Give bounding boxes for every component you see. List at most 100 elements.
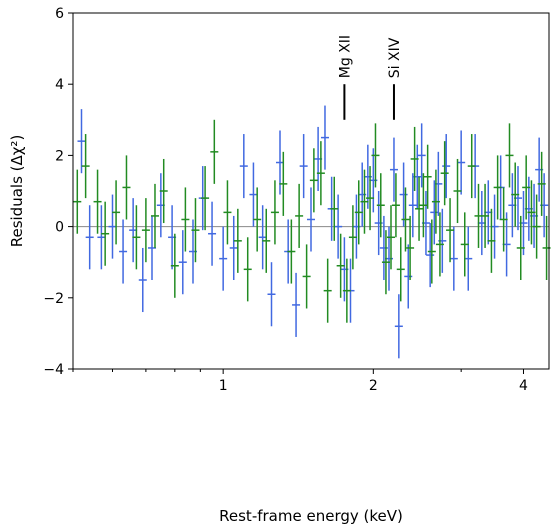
data-point [354, 180, 363, 245]
data-point [460, 212, 469, 277]
data-point [457, 130, 466, 195]
data-point [493, 155, 502, 220]
data-point [342, 258, 351, 323]
data-point [415, 176, 424, 241]
data-point [229, 215, 238, 280]
data-point [336, 233, 345, 298]
data-point [532, 194, 541, 259]
data-point [464, 226, 473, 291]
data-point [487, 208, 496, 273]
data-point [299, 134, 308, 199]
data-point [401, 187, 410, 252]
x-axis-ticks: 1 2 4 [72, 369, 528, 394]
data-point [101, 201, 110, 266]
data-point [391, 173, 400, 238]
data-point [410, 126, 419, 191]
y-axis-ticks: −4 −2 0 2 4 6 [43, 6, 73, 378]
data-point [481, 183, 490, 248]
data-point [239, 134, 248, 199]
data-point [399, 162, 408, 227]
data-point [201, 166, 210, 231]
data-point [381, 230, 390, 295]
data-point [467, 134, 476, 199]
data-point [295, 183, 304, 248]
data-point [389, 137, 398, 202]
annotation-label: Si XIV [387, 37, 403, 78]
data-point [119, 219, 128, 284]
data-point [348, 205, 357, 270]
x-tick-label: 1 [219, 378, 228, 394]
data-point [430, 180, 439, 245]
data-point [279, 151, 288, 216]
y-tick-label: 6 [55, 6, 64, 22]
data-point [253, 187, 262, 252]
data-point [442, 134, 451, 199]
data-point [427, 219, 436, 284]
data-point [323, 258, 332, 323]
data-point [108, 194, 117, 259]
data-point [292, 272, 301, 337]
data-point [406, 215, 415, 280]
data-point [191, 198, 200, 263]
data-point [208, 201, 217, 266]
data-point [178, 230, 187, 295]
data-point [138, 247, 147, 313]
data-point [112, 180, 121, 245]
data-point [440, 141, 449, 206]
data-point [449, 226, 458, 291]
data-point [302, 244, 311, 309]
y-tick-label: −4 [43, 362, 64, 378]
data-point [243, 237, 252, 302]
line-annotations: Mg XII Si XIV [337, 35, 403, 120]
data-point [499, 187, 508, 252]
x-tick-label: 2 [369, 378, 378, 394]
data-point [267, 262, 276, 327]
data-point [334, 194, 343, 259]
data-point [320, 105, 329, 170]
data-point [141, 198, 150, 263]
data-point [505, 123, 514, 188]
data-point [386, 205, 395, 270]
data-point [122, 155, 131, 220]
data-point [219, 226, 228, 291]
data-point [423, 144, 432, 209]
data-point [249, 162, 258, 227]
data-point [223, 180, 232, 245]
data-point [97, 205, 106, 270]
data-point [404, 244, 413, 309]
data-point [77, 109, 86, 174]
data-point [93, 169, 102, 234]
data-point [181, 187, 190, 252]
data-point [233, 208, 242, 273]
data-point [511, 162, 520, 227]
data-point [417, 123, 426, 188]
data-point [453, 158, 462, 224]
data-point [270, 180, 279, 245]
data-point [316, 141, 325, 206]
data-point [426, 223, 435, 288]
data-point [376, 173, 385, 238]
data-point [431, 169, 440, 234]
data-point [309, 148, 318, 213]
x-tick-label: 4 [519, 378, 528, 394]
data-point [394, 294, 403, 359]
data-point [446, 198, 455, 263]
y-axis-label: Residuals (Δχ²) [8, 135, 26, 248]
y-tick-label: 0 [55, 220, 64, 236]
x-axis-label: Rest-frame energy (keV) [219, 507, 403, 525]
data-point [360, 169, 369, 234]
data-point [419, 173, 428, 238]
data-point [150, 183, 159, 248]
data-point [396, 237, 405, 302]
axes-frame [72, 12, 550, 370]
plot-area [73, 105, 551, 359]
data-point [408, 173, 417, 238]
data-point [81, 134, 90, 199]
data-point [330, 176, 339, 241]
y-tick-label: 4 [55, 77, 64, 93]
data-point [262, 208, 271, 273]
data-point [132, 205, 141, 270]
data-point [516, 215, 525, 280]
data-point [371, 123, 380, 188]
